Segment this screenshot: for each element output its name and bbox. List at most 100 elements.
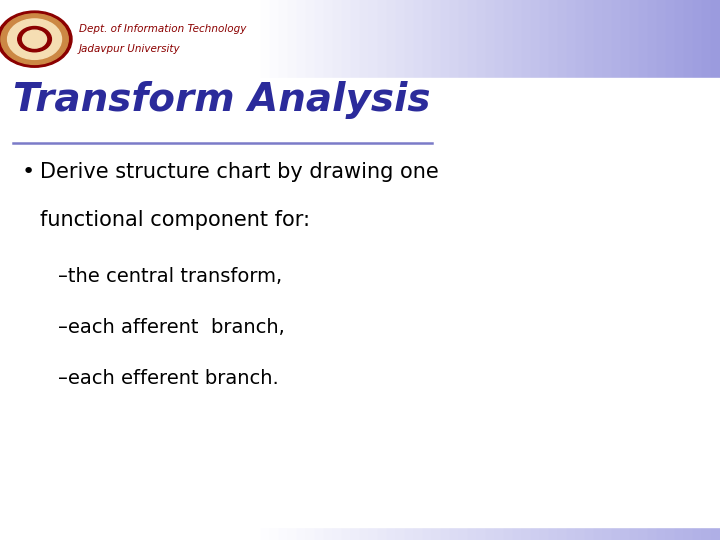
Bar: [450, 0, 461, 78]
Bar: [351, 0, 361, 78]
Bar: [441, 526, 451, 540]
Bar: [189, 0, 199, 78]
Bar: [171, 526, 181, 540]
Bar: [657, 0, 667, 78]
Bar: [54, 0, 65, 78]
Bar: [216, 0, 226, 78]
Bar: [585, 0, 595, 78]
Bar: [468, 526, 478, 540]
Bar: [684, 526, 694, 540]
Bar: [621, 526, 631, 540]
Circle shape: [0, 11, 72, 67]
Bar: [189, 526, 199, 540]
Bar: [243, 0, 253, 78]
Bar: [630, 526, 641, 540]
Bar: [324, 526, 334, 540]
Bar: [387, 0, 397, 78]
Text: functional component for:: functional component for:: [40, 210, 310, 230]
Bar: [0, 78, 720, 526]
Bar: [207, 526, 217, 540]
Bar: [450, 526, 461, 540]
Bar: [648, 526, 658, 540]
Bar: [45, 526, 55, 540]
Bar: [135, 0, 145, 78]
Bar: [63, 0, 73, 78]
Bar: [486, 0, 497, 78]
Bar: [153, 0, 163, 78]
Bar: [297, 526, 307, 540]
Text: Dept. of Information Technology: Dept. of Information Technology: [79, 24, 246, 35]
Bar: [81, 526, 91, 540]
Bar: [693, 0, 703, 78]
Bar: [405, 526, 415, 540]
Bar: [576, 526, 586, 540]
Bar: [666, 0, 677, 78]
Bar: [216, 526, 226, 540]
Bar: [288, 526, 299, 540]
Bar: [36, 0, 46, 78]
Bar: [486, 526, 497, 540]
Circle shape: [18, 26, 51, 52]
Bar: [387, 526, 397, 540]
Bar: [477, 0, 487, 78]
Bar: [270, 526, 281, 540]
Text: –each afferent  branch,: –each afferent branch,: [58, 318, 284, 337]
Bar: [135, 526, 145, 540]
Bar: [612, 526, 622, 540]
Text: •: •: [22, 162, 35, 182]
Bar: [477, 526, 487, 540]
Bar: [108, 526, 119, 540]
Bar: [18, 526, 29, 540]
Bar: [351, 526, 361, 540]
Circle shape: [22, 30, 47, 48]
Bar: [549, 0, 559, 78]
Bar: [63, 526, 73, 540]
Bar: [522, 526, 532, 540]
Bar: [603, 0, 613, 78]
Bar: [0, 0, 11, 78]
Text: –each efferent branch.: –each efferent branch.: [58, 369, 279, 388]
Bar: [153, 526, 163, 540]
Bar: [126, 0, 137, 78]
Bar: [522, 0, 532, 78]
Bar: [144, 0, 154, 78]
Bar: [513, 0, 523, 78]
Bar: [27, 526, 37, 540]
Bar: [711, 0, 720, 78]
Bar: [702, 526, 712, 540]
Bar: [162, 526, 173, 540]
Bar: [432, 0, 442, 78]
Bar: [234, 526, 245, 540]
Bar: [171, 0, 181, 78]
Bar: [297, 0, 307, 78]
Bar: [540, 526, 550, 540]
Bar: [369, 526, 379, 540]
Bar: [414, 526, 424, 540]
Bar: [243, 526, 253, 540]
Bar: [666, 526, 677, 540]
Bar: [261, 0, 271, 78]
Bar: [225, 0, 235, 78]
Bar: [324, 0, 334, 78]
Bar: [567, 0, 577, 78]
Bar: [99, 526, 109, 540]
Bar: [18, 0, 29, 78]
Bar: [378, 526, 389, 540]
Bar: [72, 0, 82, 78]
Bar: [261, 526, 271, 540]
Bar: [405, 0, 415, 78]
Bar: [225, 526, 235, 540]
Bar: [279, 0, 289, 78]
Bar: [423, 0, 433, 78]
Bar: [81, 0, 91, 78]
Bar: [234, 0, 245, 78]
Bar: [504, 526, 514, 540]
Bar: [333, 0, 343, 78]
Bar: [675, 526, 685, 540]
Bar: [45, 0, 55, 78]
Bar: [423, 526, 433, 540]
Bar: [9, 526, 19, 540]
Bar: [576, 0, 586, 78]
Circle shape: [8, 19, 61, 59]
Bar: [162, 0, 173, 78]
